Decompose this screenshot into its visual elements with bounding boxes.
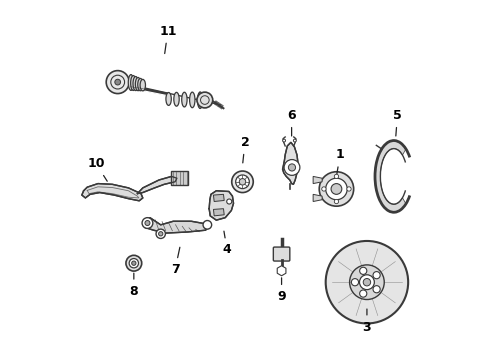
Circle shape [159, 231, 163, 236]
Circle shape [347, 187, 351, 191]
Circle shape [360, 275, 374, 290]
Circle shape [227, 199, 232, 204]
Circle shape [334, 199, 339, 204]
Text: 1: 1 [336, 148, 344, 174]
Polygon shape [209, 191, 234, 220]
Circle shape [294, 139, 296, 142]
Text: 2: 2 [241, 136, 249, 163]
Polygon shape [313, 194, 322, 202]
Polygon shape [214, 194, 224, 202]
Ellipse shape [140, 80, 146, 91]
Circle shape [349, 265, 384, 300]
Circle shape [373, 285, 380, 293]
Polygon shape [313, 176, 322, 184]
Circle shape [360, 267, 367, 274]
Circle shape [326, 178, 347, 200]
Circle shape [363, 279, 370, 286]
Text: 4: 4 [222, 231, 231, 256]
Text: 7: 7 [171, 247, 180, 276]
Circle shape [334, 174, 339, 179]
Ellipse shape [190, 92, 195, 108]
Circle shape [145, 221, 150, 226]
Circle shape [236, 175, 249, 189]
Polygon shape [283, 142, 298, 184]
Text: 8: 8 [129, 273, 138, 298]
Circle shape [142, 218, 153, 228]
Circle shape [351, 279, 359, 286]
Text: 6: 6 [287, 109, 296, 136]
Polygon shape [137, 176, 177, 194]
Circle shape [129, 258, 139, 268]
Text: 5: 5 [393, 109, 402, 136]
Circle shape [115, 79, 121, 85]
Polygon shape [82, 184, 143, 201]
Ellipse shape [197, 92, 203, 108]
Ellipse shape [133, 77, 138, 91]
Ellipse shape [182, 92, 187, 107]
Text: 10: 10 [87, 157, 107, 181]
Ellipse shape [128, 75, 134, 90]
Circle shape [331, 184, 342, 194]
Text: 11: 11 [159, 25, 177, 54]
Circle shape [326, 241, 408, 323]
Circle shape [289, 164, 295, 171]
Circle shape [322, 187, 326, 191]
Ellipse shape [135, 77, 141, 91]
Ellipse shape [138, 78, 143, 91]
Circle shape [283, 139, 286, 142]
Circle shape [203, 221, 212, 229]
Ellipse shape [174, 93, 179, 106]
Circle shape [319, 172, 354, 206]
Circle shape [197, 92, 213, 108]
Polygon shape [375, 140, 406, 212]
Circle shape [232, 171, 253, 193]
Ellipse shape [131, 76, 136, 90]
FancyBboxPatch shape [273, 247, 290, 261]
Text: 3: 3 [363, 309, 371, 333]
Circle shape [106, 71, 129, 94]
Text: 9: 9 [277, 278, 286, 303]
Ellipse shape [166, 93, 172, 105]
Polygon shape [145, 218, 209, 233]
Circle shape [132, 261, 136, 265]
Circle shape [360, 290, 367, 297]
Circle shape [284, 159, 300, 175]
Circle shape [373, 271, 380, 279]
Circle shape [156, 229, 166, 238]
Polygon shape [214, 209, 224, 216]
Circle shape [126, 255, 142, 271]
FancyBboxPatch shape [172, 171, 188, 185]
Circle shape [239, 179, 245, 185]
